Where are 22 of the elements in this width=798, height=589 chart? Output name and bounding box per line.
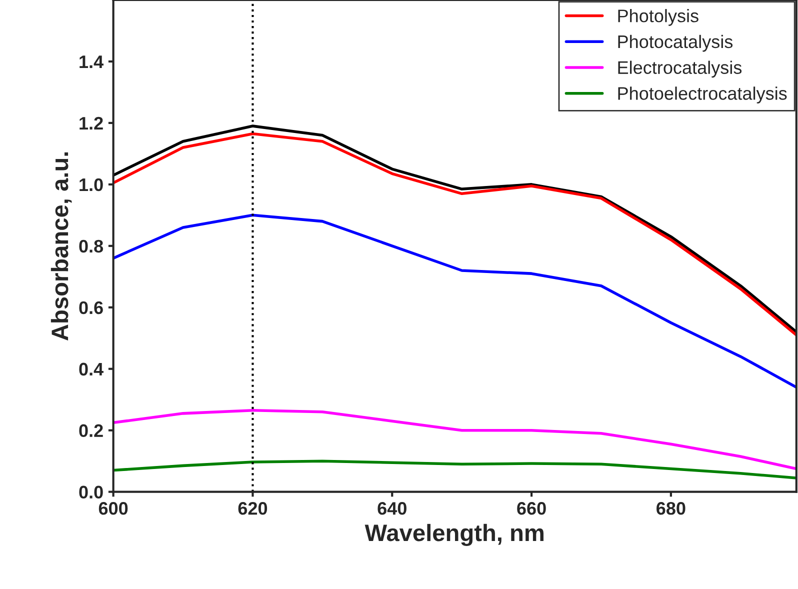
legend-label: Electrocatalysis	[618, 60, 742, 78]
y-tick-label: 0.4	[79, 362, 104, 376]
y-tick-label: 0.8	[79, 240, 104, 253]
x-axis-title: Wavelength, nm	[364, 524, 544, 546]
y-tick-label: 0.6	[79, 301, 103, 314]
y-axis-title: Absorbance, a.u.	[50, 152, 72, 340]
y-tick-label: 1.2	[80, 116, 103, 130]
x-tick-label: 640	[378, 502, 406, 515]
x-tick-label: 660	[517, 502, 546, 515]
y-tick-label: 0.2	[79, 424, 103, 438]
legend-label: Photolysis	[618, 9, 698, 26]
y-tick-label: 0.0	[79, 486, 103, 499]
legend-label: Photocatalysis	[618, 34, 733, 52]
legend-label: Photoelectrocatalysis	[618, 86, 787, 104]
line-series	[113, 408, 796, 470]
x-tick-label: 680	[656, 502, 686, 515]
y-tick-label: 1.0	[80, 178, 103, 192]
line-series	[113, 460, 796, 480]
line-series	[113, 214, 796, 389]
x-tick-label: 620	[238, 502, 268, 515]
x-tick-label: 600	[98, 502, 128, 515]
y-tick-label: 1.4	[80, 56, 104, 68]
